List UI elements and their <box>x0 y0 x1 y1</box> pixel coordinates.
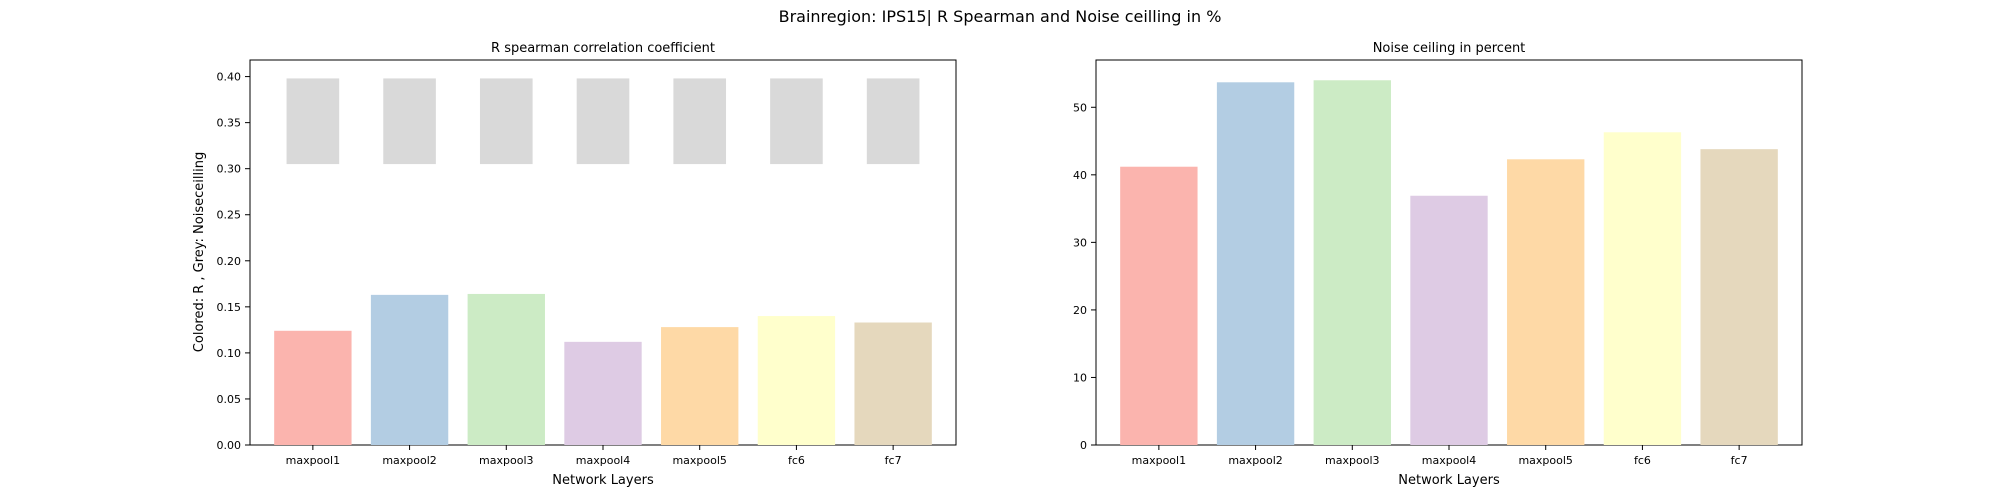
noise-ceiling-bar <box>479 78 533 165</box>
noise-ceiling-bar <box>286 78 340 165</box>
x-tick-label: maxpool3 <box>1325 454 1379 467</box>
y-tick-label: 0.20 <box>217 255 242 268</box>
y-tick-label: 0.30 <box>217 163 242 176</box>
y-tick-label: 30 <box>1073 236 1087 249</box>
x-tick-label: maxpool1 <box>286 454 340 467</box>
plot-area: 0.00 0.05 0.10 0.15 0.20 0.25 0.30 0.35 0.40 maxp… <box>217 59 957 467</box>
bar <box>1700 149 1778 445</box>
y-tick-label: 0 <box>1080 439 1087 452</box>
plot-area: 0 10 20 30 40 50 maxpool1 maxpool2 maxpool3 maxpo… <box>1073 59 1803 467</box>
x-tick-label: fc7 <box>1731 454 1748 467</box>
bar <box>564 341 642 445</box>
x-tick-label: maxpool5 <box>672 454 726 467</box>
noise-ceiling-bar <box>770 78 823 165</box>
x-tick-label: maxpool5 <box>1518 454 1572 467</box>
y-tick-label: 10 <box>1073 371 1087 384</box>
y-tick-label: 0.05 <box>217 393 242 406</box>
y-axis-label: Colored: R , Grey: Noiseceilling <box>192 152 207 352</box>
chart-title: R spearman correlation coefficient <box>491 41 715 56</box>
bar <box>370 294 449 445</box>
chart-noise-ceiling: Noise ceiling in percent Network Layers … <box>1073 41 1803 488</box>
chart-r-spearman: R spearman correlation coefficient Netwo… <box>192 41 957 488</box>
x-tick-label: maxpool4 <box>1422 454 1476 467</box>
bar <box>661 327 739 445</box>
bar <box>757 316 836 445</box>
x-tick-label: maxpool1 <box>1132 454 1186 467</box>
bar <box>1313 80 1391 446</box>
bar <box>1603 132 1682 446</box>
bar <box>854 322 932 445</box>
x-axis-label: Network Layers <box>1398 473 1500 488</box>
y-tick-label: 0.15 <box>217 301 242 314</box>
x-axis-label: Network Layers <box>552 473 654 488</box>
bar <box>274 330 352 445</box>
bar <box>1507 159 1585 445</box>
y-tick-label: 0.40 <box>217 71 242 84</box>
x-tick-label: maxpool2 <box>382 454 436 467</box>
noise-ceiling-bar <box>673 78 727 165</box>
x-tick-label: fc6 <box>788 454 805 467</box>
noise-ceiling-bar <box>383 78 436 165</box>
chart-title: Noise ceiling in percent <box>1373 41 1526 56</box>
x-tick-label: maxpool3 <box>479 454 533 467</box>
y-tick-label: 0.10 <box>217 347 242 360</box>
bar <box>1410 195 1488 445</box>
bar <box>1120 166 1198 445</box>
y-tick-label: 0.35 <box>217 117 242 130</box>
bar <box>1216 82 1295 445</box>
noise-ceiling-bar <box>866 78 920 165</box>
x-tick-label: maxpool4 <box>576 454 630 467</box>
y-tick-label: 50 <box>1073 101 1087 114</box>
figure-suptitle: Brainregion: IPS15| R Spearman and Noise… <box>779 7 1222 26</box>
x-tick-label: maxpool2 <box>1228 454 1282 467</box>
y-tick-label: 20 <box>1073 304 1087 317</box>
y-tick-label: 40 <box>1073 169 1087 182</box>
x-tick-label: fc7 <box>885 454 902 467</box>
x-tick-label: fc6 <box>1634 454 1651 467</box>
y-tick-label: 0.00 <box>217 439 242 452</box>
y-tick-label: 0.25 <box>217 209 242 222</box>
noise-ceiling-bar <box>576 78 630 165</box>
bar <box>467 293 545 445</box>
